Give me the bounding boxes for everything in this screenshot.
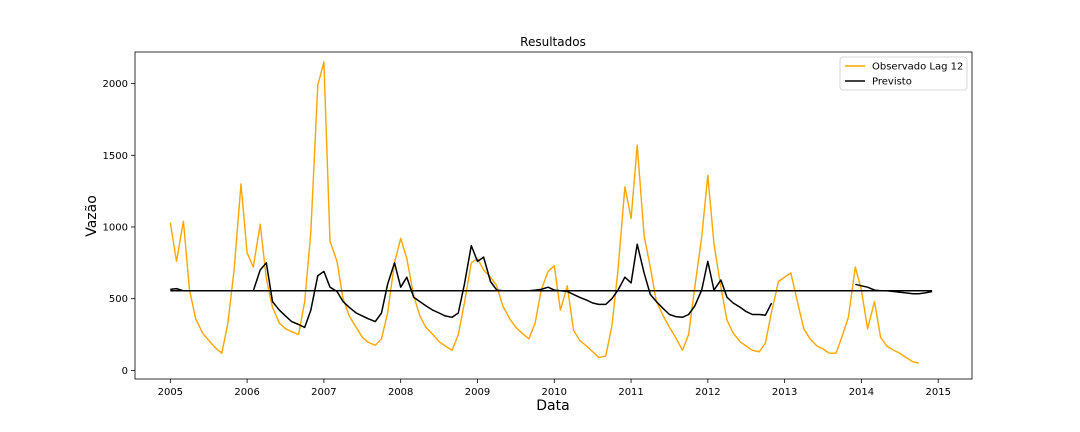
y-axis: 0 500 1000 1500 2000	[103, 79, 135, 377]
legend: Observado Lag 12 Previsto	[839, 56, 968, 91]
y-axis-title: Vazão	[84, 195, 100, 237]
y-tick-label: 1500	[103, 151, 128, 162]
x-tick-label: 2011	[618, 387, 643, 398]
x-tick-label: 2008	[388, 387, 413, 398]
x-axis-title: Data	[536, 398, 569, 414]
series-line-3	[855, 283, 933, 295]
x-tick-label: 2005	[158, 387, 183, 398]
x-tick-label: 2009	[465, 387, 490, 398]
y-tick-label: 2000	[103, 79, 128, 90]
legend-box	[839, 56, 968, 91]
legend-label: Observado Lag 12	[872, 62, 963, 73]
x-tick-label: 2014	[849, 387, 874, 398]
legend-label: Previsto	[872, 77, 912, 88]
chart-title: Resultados	[520, 35, 586, 49]
x-tick-label: 2015	[925, 387, 950, 398]
y-tick-label: 0	[122, 366, 128, 377]
x-tick-label: 2012	[695, 387, 720, 398]
plot-area	[169, 61, 933, 364]
x-tick-label: 2010	[542, 387, 567, 398]
x-tick-label: 2007	[311, 387, 336, 398]
axes-frame	[134, 51, 973, 380]
series-line-1	[170, 243, 773, 329]
y-tick-label: 500	[109, 294, 128, 305]
x-axis: 2005 2006 2007 2008 2009 2010 2011 2012 2013 2014…	[158, 379, 951, 398]
series-line-0	[169, 61, 920, 364]
x-tick-label: 2006	[234, 387, 259, 398]
y-tick-label: 1000	[103, 222, 128, 233]
x-tick-label: 2013	[772, 387, 797, 398]
